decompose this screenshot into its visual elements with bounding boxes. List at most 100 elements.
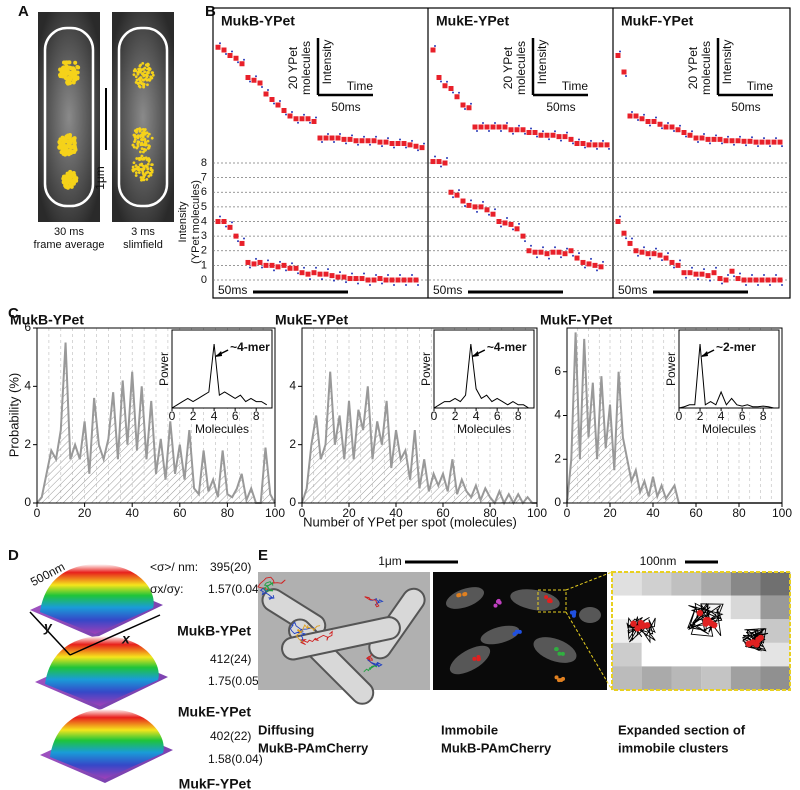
localization (64, 139, 69, 144)
raw-point (494, 122, 496, 124)
localization (136, 144, 140, 148)
localization (147, 159, 151, 163)
intensity-point (347, 276, 353, 282)
spot (463, 592, 468, 597)
raw-point (560, 139, 562, 142)
intensity-point (460, 102, 466, 108)
surface-peak (40, 564, 154, 634)
intensity-point (544, 132, 550, 138)
intensity-point (574, 141, 580, 146)
pixel (671, 666, 702, 691)
power-spectrum (171, 343, 267, 409)
pixel (730, 595, 761, 620)
caption: Expanded section of (618, 722, 746, 737)
spot (569, 610, 574, 615)
intensity-point (663, 255, 669, 261)
raw-point (697, 141, 699, 143)
raw-point (781, 145, 783, 148)
localization (147, 68, 151, 72)
intensity-point (675, 127, 681, 133)
localization (146, 139, 150, 143)
localization (136, 168, 140, 171)
intensity-point (747, 277, 753, 283)
raw-point (637, 254, 639, 257)
localization (142, 175, 146, 179)
intensity-point (299, 270, 305, 276)
x-tick-label: 60 (689, 506, 703, 520)
raw-point (542, 130, 544, 133)
raw-point (512, 228, 514, 231)
plot-frame (36, 327, 276, 504)
intensity-point (568, 248, 574, 254)
intensity-point (550, 249, 556, 255)
raw-point (685, 276, 687, 279)
localization (136, 71, 140, 74)
histogram-area (567, 332, 782, 503)
spot (515, 629, 520, 634)
panel-label: B (205, 3, 216, 20)
raw-point (715, 266, 717, 269)
raw-point (243, 58, 245, 61)
raw-point (512, 132, 514, 135)
raw-point (709, 279, 711, 282)
inset-tick-label: 2 (697, 409, 704, 423)
intensity-point (627, 240, 633, 246)
localization (146, 134, 150, 138)
intensity-point (717, 136, 723, 142)
intensity-point (401, 277, 407, 283)
raw-point (452, 91, 454, 94)
pixel (671, 619, 702, 643)
intensity-point (526, 130, 532, 135)
intensity-point (681, 270, 687, 276)
raw-point (721, 142, 723, 145)
raw-point (631, 111, 633, 113)
localization (72, 140, 77, 145)
intensity-point (383, 277, 389, 283)
spot (557, 651, 562, 656)
scale-label: Time (347, 79, 374, 93)
raw-point (554, 130, 556, 133)
raw-point (578, 252, 580, 255)
pixel (671, 572, 702, 596)
x-tick-label: 80 (732, 506, 746, 520)
localization (72, 72, 77, 77)
raw-point (339, 271, 341, 274)
raw-point (679, 124, 681, 127)
raw-point (405, 284, 407, 286)
localization (137, 157, 141, 160)
sigma-value: 395(20) (210, 560, 251, 574)
intensity-point (448, 86, 454, 91)
cluster-spot (707, 619, 715, 627)
raw-point (411, 139, 413, 142)
localization (136, 127, 139, 131)
x-tick-label: 100 (772, 506, 792, 520)
cluster-spot (630, 620, 637, 627)
intensity-point (395, 277, 401, 283)
intensity-point (598, 264, 604, 270)
axis-line (69, 614, 161, 656)
intensity-point (281, 262, 287, 268)
localization (141, 171, 145, 175)
intensity-point (717, 276, 723, 282)
raw-point (649, 124, 651, 127)
raw-point (691, 130, 693, 133)
inset-tick-label: 0 (431, 409, 438, 423)
intensity-point (478, 124, 484, 130)
intensity-point (365, 277, 371, 283)
intensity-point (514, 127, 520, 133)
inset-axis-label: Molecules (702, 422, 756, 436)
localization (144, 143, 148, 147)
y-tick-label: 4 (554, 408, 561, 422)
localization (75, 70, 80, 75)
raw-point (631, 237, 633, 240)
intensity-point (389, 277, 395, 283)
intensity-point (651, 119, 657, 124)
raw-point (619, 215, 621, 218)
intensity-point (520, 233, 526, 239)
intensity-point (693, 271, 699, 277)
localization (132, 69, 136, 73)
localization (73, 146, 78, 151)
intensity-point (359, 138, 365, 144)
x-tick-label: 20 (603, 506, 617, 520)
pixel (701, 572, 731, 596)
